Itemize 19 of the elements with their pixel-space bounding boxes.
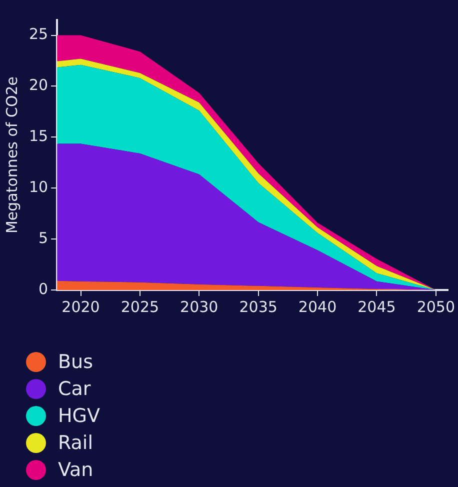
legend-label: HGV: [58, 404, 100, 426]
y-tick-label: 15: [28, 127, 48, 146]
legend-label: Van: [58, 458, 94, 480]
x-tick-label: 2020: [62, 298, 100, 316]
y-tick-label: 25: [28, 25, 48, 44]
y-tick-label: 0: [38, 280, 48, 298]
x-tick-label: 2030: [180, 298, 218, 316]
legend-label: Car: [58, 378, 91, 400]
x-tick-label: 2025: [120, 298, 160, 316]
legend-label: Rail: [58, 432, 93, 454]
x-tick-label: 2040: [298, 298, 337, 316]
y-tick-label: 20: [28, 76, 48, 94]
x-tick-label: 2035: [239, 298, 278, 316]
y-axis-title: Megatonnes of CO2e: [2, 76, 21, 234]
x-tick-label: 2050: [416, 298, 456, 316]
legend-label: Bus: [58, 350, 93, 372]
x-tick-label: 2045: [358, 298, 396, 316]
y-tick-label: 5: [38, 228, 48, 247]
y-tick-label: 10: [28, 178, 48, 196]
